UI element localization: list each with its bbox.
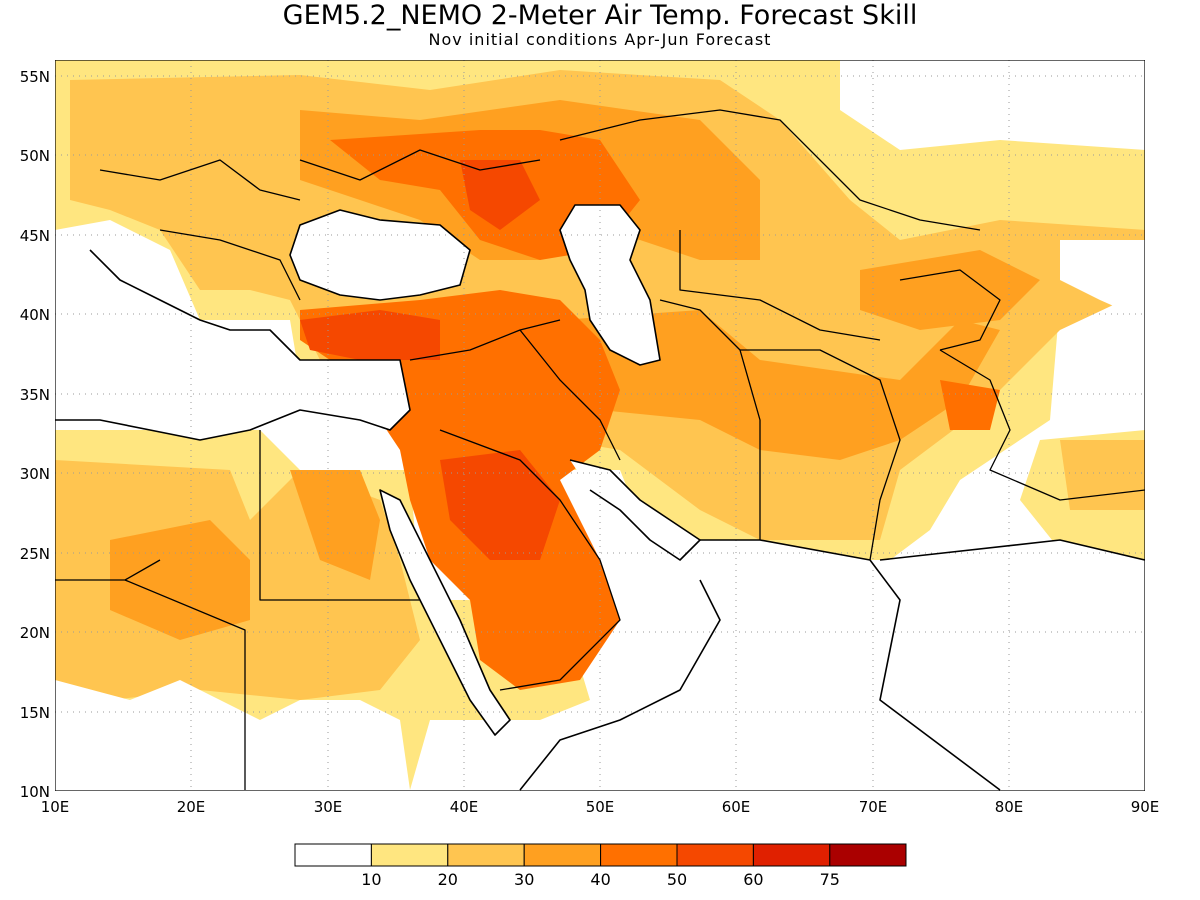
colorbar-label: 60 bbox=[743, 870, 763, 889]
map-subtitle: Nov initial conditions Apr-Jun Forecast bbox=[429, 30, 772, 49]
skill-band-50-60-russia bbox=[460, 160, 540, 230]
lat-tick-label: 30N bbox=[20, 465, 50, 483]
lat-tick-label: 55N bbox=[20, 68, 50, 86]
skill-band-30-40-iran bbox=[560, 310, 1000, 460]
lon-tick-label: 60E bbox=[722, 798, 751, 816]
lon-tick-label: 80E bbox=[995, 798, 1024, 816]
lat-tick-label: 50N bbox=[20, 147, 50, 165]
africa-masked bbox=[55, 680, 410, 790]
lon-tick-label: 30E bbox=[314, 798, 343, 816]
lat-tick-label: 20N bbox=[20, 624, 50, 642]
lat-tick-label: 25N bbox=[20, 545, 50, 563]
colorbar-swatch bbox=[676, 843, 754, 867]
colorbar-swatch bbox=[370, 843, 449, 867]
lon-tick-label: 50E bbox=[586, 798, 615, 816]
lat-tick-label: 45N bbox=[20, 227, 50, 245]
skill-band-30-40-egypt bbox=[290, 470, 380, 580]
colorbar-label: 75 bbox=[820, 870, 840, 889]
latitude-axis: 10N 15N 20N 25N 30N 35N 40N 45N 50N 55N bbox=[20, 68, 50, 801]
red-sea bbox=[380, 490, 510, 735]
colorbar-label: 50 bbox=[667, 870, 687, 889]
mediterranean bbox=[55, 250, 410, 440]
india-masked bbox=[880, 540, 1145, 790]
lon-tick-label: 90E bbox=[1131, 798, 1160, 816]
lon-tick-label: 70E bbox=[859, 798, 888, 816]
lon-tick-label: 40E bbox=[450, 798, 479, 816]
skill-band-50-60-anatolia bbox=[300, 310, 440, 360]
colorbar-swatch bbox=[523, 843, 602, 867]
persian-gulf bbox=[570, 460, 700, 560]
colorbar: 10 20 30 40 50 60 75 bbox=[294, 843, 907, 889]
colorbar-swatch bbox=[829, 843, 907, 867]
colorbar-label: 40 bbox=[590, 870, 610, 889]
colorbar-label: 10 bbox=[361, 870, 381, 889]
colorbar-label: 20 bbox=[438, 870, 458, 889]
lat-tick-label: 40N bbox=[20, 306, 50, 324]
skill-band-40-50-kashmir bbox=[940, 380, 1000, 430]
black-sea bbox=[290, 210, 470, 300]
colorbar-swatch bbox=[600, 843, 678, 867]
lat-tick-label: 15N bbox=[20, 704, 50, 722]
tibet-masked bbox=[1060, 240, 1145, 320]
colorbar-label: 30 bbox=[514, 870, 534, 889]
colorbar-swatch bbox=[752, 843, 831, 867]
skill-band-30-40-africa bbox=[110, 520, 250, 640]
skill-band-50-60-arabia bbox=[440, 450, 560, 560]
skill-band-20-30-india bbox=[1060, 440, 1145, 510]
lat-tick-label: 10N bbox=[20, 783, 50, 801]
map-title: GEM5.2_NEMO 2-Meter Air Temp. Forecast S… bbox=[283, 0, 918, 31]
colorbar-swatch bbox=[447, 843, 525, 867]
colorbar-swatch bbox=[294, 843, 372, 867]
lat-tick-label: 35N bbox=[20, 386, 50, 404]
arabian-sea bbox=[520, 540, 1000, 790]
siberia-masked bbox=[850, 60, 1145, 150]
longitude-axis: 10E 20E 30E 40E 50E 60E 70E 80E 90E bbox=[41, 798, 1160, 816]
lon-tick-label: 10E bbox=[41, 798, 70, 816]
map-panel bbox=[55, 60, 1145, 791]
coastlines bbox=[55, 204, 1145, 791]
country-borders bbox=[55, 109, 1145, 790]
lon-tick-label: 20E bbox=[177, 798, 206, 816]
